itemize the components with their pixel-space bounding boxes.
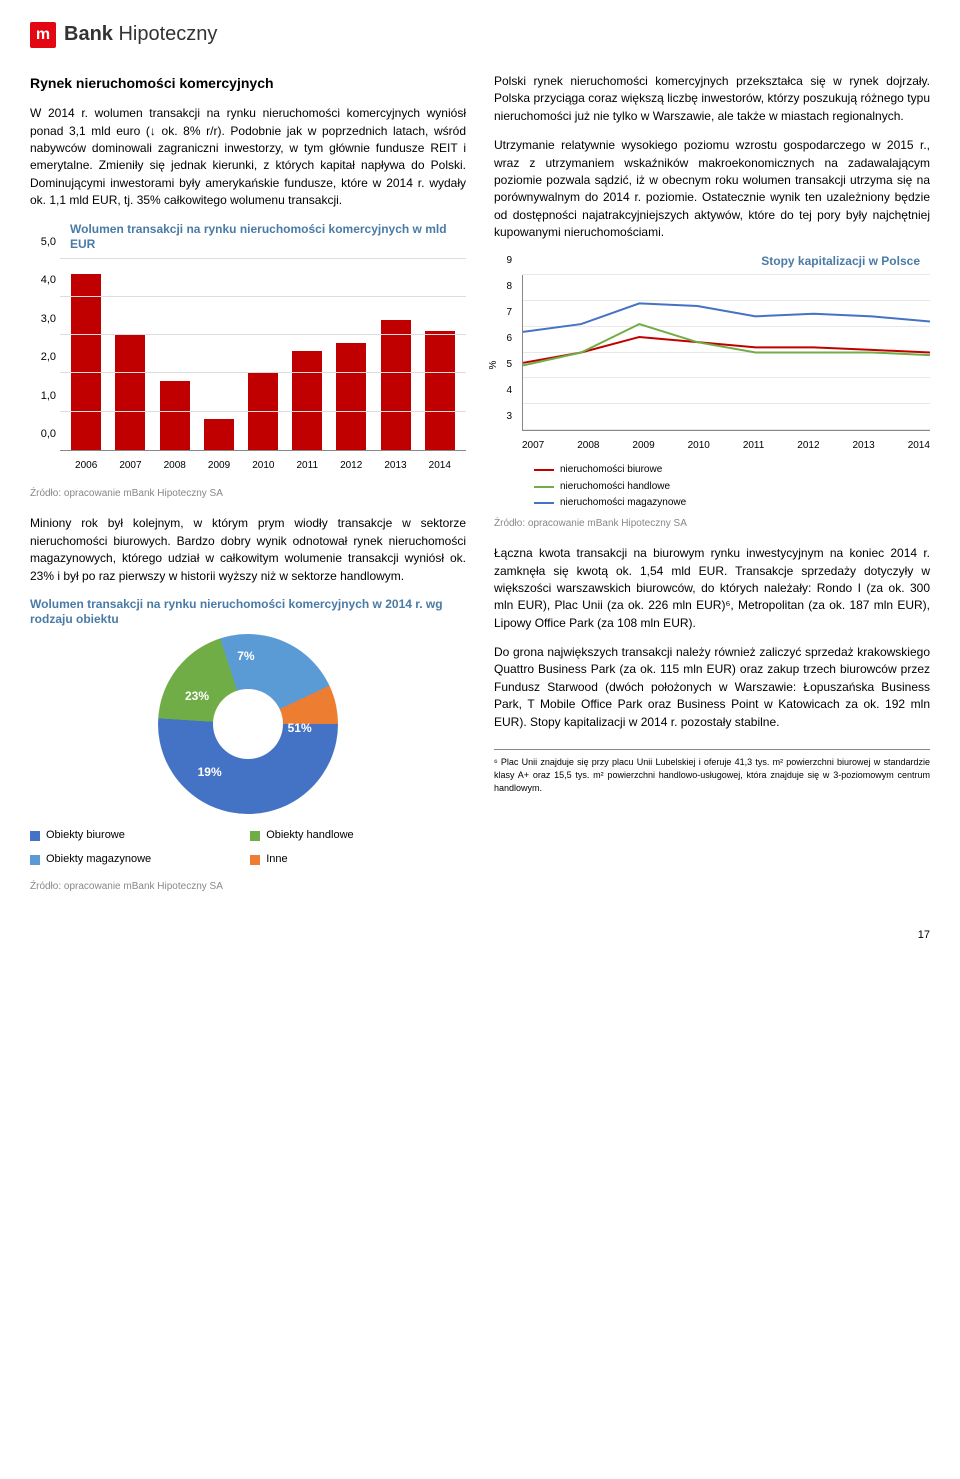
legend-item: Obiekty handlowe (250, 828, 446, 844)
slice-label: 19% (198, 764, 222, 781)
chart-source: Źródło: opracowanie mBank Hipoteczny SA (494, 517, 930, 532)
x-tick: 2006 (75, 459, 97, 479)
legend-label: Obiekty magazynowe (46, 852, 151, 868)
legend-label: nieruchomości biurowe (560, 463, 662, 478)
y-tick: 2,0 (41, 350, 56, 366)
series-line (523, 304, 930, 332)
legend-item: nieruchomości biurowe (534, 463, 930, 478)
paragraph: Do grona największych transakcji należy … (494, 644, 930, 731)
x-tick: 2014 (908, 439, 930, 455)
legend-swatch (250, 855, 260, 865)
bar-chart-title: Wolumen transakcji na rynku nieruchomośc… (70, 222, 466, 253)
x-tick: 2012 (340, 459, 362, 479)
bar-chart: 0,01,02,03,04,05,0 200620072008200920102… (30, 259, 466, 479)
page-number: 17 (30, 928, 930, 944)
legend-label: nieruchomości handlowe (560, 480, 670, 495)
y-tick: 5,0 (41, 235, 56, 251)
paragraph: Łączna kwota transakcji na biurowym rynk… (494, 545, 930, 632)
right-column: Polski rynek nieruchomości komercyjnych … (494, 73, 930, 908)
bar (204, 419, 234, 450)
x-tick: 2013 (852, 439, 874, 455)
y-tick: 3 (506, 409, 512, 424)
legend-swatch (534, 469, 554, 471)
logo-text: Bank Hipoteczny (64, 20, 217, 49)
logo: m Bank Hipoteczny (30, 20, 930, 49)
legend-item: nieruchomości handlowe (534, 480, 930, 495)
legend-swatch (30, 831, 40, 841)
y-tick: 4 (506, 383, 512, 398)
x-tick: 2008 (577, 439, 599, 455)
x-tick: 2011 (743, 439, 765, 455)
slice-label: 23% (185, 688, 209, 705)
legend-label: Inne (266, 852, 287, 868)
y-tick: 6 (506, 331, 512, 346)
legend-label: Obiekty biurowe (46, 828, 125, 844)
slice-label: 51% (288, 720, 312, 737)
legend-item: nieruchomości magazynowe (534, 496, 930, 511)
y-tick: 8 (506, 279, 512, 294)
legend-item: Inne (250, 852, 446, 868)
logo-mark: m (30, 22, 56, 48)
y-tick: 5 (506, 357, 512, 372)
chart-source: Źródło: opracowanie mBank Hipoteczny SA (30, 880, 466, 895)
x-tick: 2010 (688, 439, 710, 455)
slice-label: 7% (237, 648, 254, 665)
x-tick: 2007 (522, 439, 544, 455)
legend-label: Obiekty handlowe (266, 828, 353, 844)
paragraph: W 2014 r. wolumen transakcji na rynku ni… (30, 105, 466, 209)
bar (336, 343, 366, 450)
donut-chart-title: Wolumen transakcji na rynku nieruchomośc… (30, 597, 466, 628)
series-line (523, 337, 930, 363)
x-tick: 2007 (119, 459, 141, 479)
bar (292, 351, 322, 450)
y-tick: 1,0 (41, 389, 56, 405)
legend-swatch (30, 855, 40, 865)
bar (71, 274, 101, 450)
donut-chart: 51% 19% 23% 7% Obiekty biurowe Obiekty handl… (30, 634, 466, 868)
legend-swatch (534, 486, 554, 488)
left-column: Rynek nieruchomości komercyjnych W 2014 … (30, 73, 466, 908)
x-tick: 2013 (384, 459, 406, 479)
legend-label: nieruchomości magazynowe (560, 496, 686, 511)
legend-item: Obiekty magazynowe (30, 852, 226, 868)
x-tick: 2009 (632, 439, 654, 455)
x-tick: 2014 (429, 459, 451, 479)
section-title: Rynek nieruchomości komercyjnych (30, 73, 466, 93)
bar (160, 381, 190, 450)
x-tick: 2011 (297, 459, 319, 479)
bar (381, 320, 411, 450)
legend-swatch (534, 502, 554, 504)
x-tick: 2010 (252, 459, 274, 479)
paragraph: Utrzymanie relatywnie wysokiego poziomu … (494, 137, 930, 241)
line-chart: % 3456789 200720082009201020112012201320… (494, 275, 930, 455)
chart-source: Źródło: opracowanie mBank Hipoteczny SA (30, 487, 466, 502)
bar (425, 331, 455, 449)
legend-item: Obiekty biurowe (30, 828, 226, 844)
y-tick: 0,0 (41, 427, 56, 443)
paragraph: Miniony rok był kolejnym, w którym prym … (30, 515, 466, 585)
x-tick: 2009 (208, 459, 230, 479)
x-tick: 2008 (164, 459, 186, 479)
y-tick: 4,0 (41, 273, 56, 289)
footnote: ⁶ Plac Unii znajduje się przy placu Unii… (494, 749, 930, 795)
paragraph: Polski rynek nieruchomości komercyjnych … (494, 73, 930, 125)
x-tick: 2012 (797, 439, 819, 455)
bar (115, 335, 145, 450)
y-tick: 7 (506, 305, 512, 320)
y-tick: 3,0 (41, 312, 56, 328)
line-chart-title: Stopy kapitalizacji w Polsce (494, 254, 920, 270)
legend-swatch (250, 831, 260, 841)
y-tick: 9 (506, 253, 512, 268)
